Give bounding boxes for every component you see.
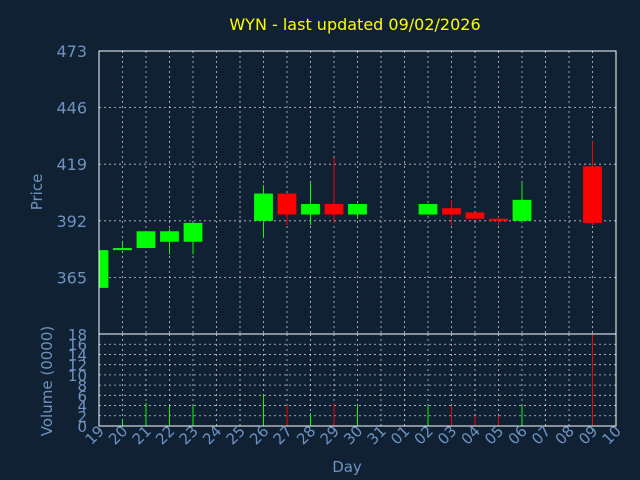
chart-title: WYN - last updated 09/02/2026 [229,15,480,34]
volume-tick-label: 12 [68,357,87,375]
candle-body [465,212,485,219]
price-tick-label: 392 [56,212,87,231]
candles [98,141,602,290]
volume-tick-label: 18 [68,326,87,344]
candle-body [183,222,203,242]
candle-body [418,204,438,215]
candle-body [277,193,297,215]
volume-plot-frame [98,333,617,427]
volume-tick-label: 8 [77,377,87,395]
volume-bars [122,334,593,426]
volume-tick-label: 14 [68,346,87,364]
price-y-tick-labels: 365 392 419 446 473 [56,42,87,287]
volume-tick-label: 10 [68,367,87,385]
volume-tick-label: 0 [77,418,87,436]
candle-body [583,166,602,223]
candle-body [160,231,179,242]
candle-body [254,193,273,221]
price-grid [99,50,616,334]
candle-body [348,204,367,215]
price-tick-label: 419 [56,155,87,174]
candle-body [136,231,156,249]
price-tick-label: 473 [56,42,87,61]
x-axis-label: Day [332,458,362,476]
price-axis-label: Price [28,174,46,211]
candle-body [442,208,461,215]
x-tick-labels: 1920212223242526272829303101020304050607… [82,422,625,448]
volume-tick-label: 6 [77,387,87,405]
price-tick-label: 365 [56,268,87,287]
volume-tick-label: 4 [77,398,87,416]
volume-tick-label: 2 [77,408,87,426]
candle-body [113,248,132,251]
candle-body [301,204,320,215]
price-tick-label: 446 [56,99,87,118]
volume-tick-label: 16 [68,336,87,354]
candle-body [99,250,109,288]
candle-body [324,204,344,215]
candle-body [489,218,508,221]
candle-body [512,199,532,221]
volume-axis-label: Volume (0000) [38,326,56,436]
